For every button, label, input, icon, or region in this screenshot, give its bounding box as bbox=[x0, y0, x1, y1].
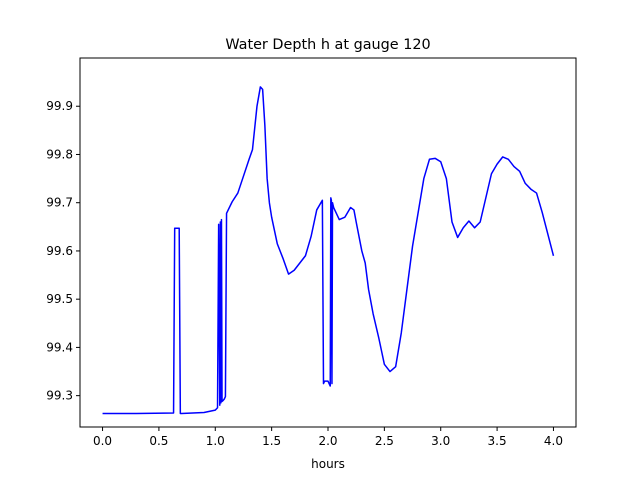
x-tick-label: 2.5 bbox=[375, 434, 394, 448]
plot-area bbox=[102, 86, 555, 415]
x-tick-label: 1.5 bbox=[262, 434, 281, 448]
y-tick-label: 99.9 bbox=[46, 99, 73, 113]
x-tick-label: 0.0 bbox=[93, 434, 112, 448]
x-tick-label: 4.0 bbox=[544, 434, 563, 448]
x-tick-label: 3.0 bbox=[431, 434, 450, 448]
y-tick-label: 99.3 bbox=[46, 389, 73, 403]
series-line-0 bbox=[102, 86, 555, 415]
chart-title: Water Depth h at gauge 120 bbox=[225, 37, 430, 53]
x-axis-ticks: 0.0 0.5 1.0 1.5 2.0 2.5 3.0 3.5 4.0 bbox=[93, 427, 563, 448]
y-tick-label: 99.7 bbox=[46, 196, 73, 210]
x-tick-label: 3.5 bbox=[488, 434, 507, 448]
x-axis-label: hours bbox=[311, 457, 345, 471]
y-axis-ticks: 99.3 99.4 99.5 99.6 99.7 99.8 99.9 bbox=[46, 99, 80, 403]
x-tick-label: 2.0 bbox=[318, 434, 337, 448]
x-tick-label: 0.5 bbox=[149, 434, 168, 448]
axes-frame bbox=[79, 57, 577, 428]
y-tick-label: 99.4 bbox=[46, 340, 73, 354]
y-tick-label: 99.6 bbox=[46, 244, 73, 258]
y-tick-label: 99.5 bbox=[46, 292, 73, 306]
y-tick-label: 99.8 bbox=[46, 147, 73, 161]
x-tick-label: 1.0 bbox=[206, 434, 225, 448]
